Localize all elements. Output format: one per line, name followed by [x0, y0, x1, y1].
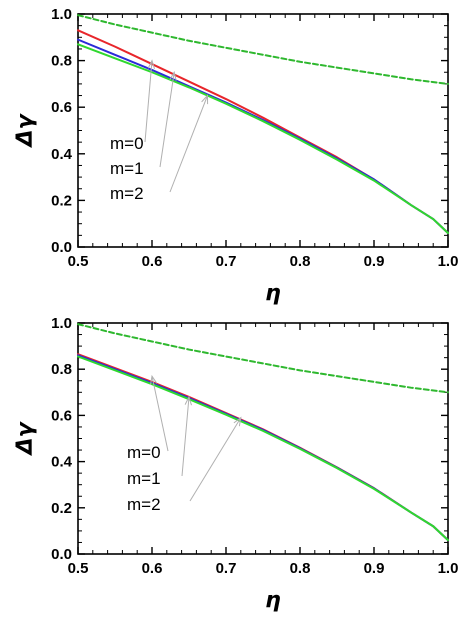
y-tick-label: 1.0: [51, 6, 72, 23]
x-tick-label: 0.9: [364, 560, 385, 577]
x-tick-label: 0.8: [290, 560, 311, 577]
annotation-label: m=1: [110, 159, 144, 178]
y-tick-label: 0.4: [51, 454, 73, 471]
x-axis-label: η: [265, 588, 281, 613]
x-tick-label: 0.8: [290, 253, 311, 270]
annotation-arrow: [189, 417, 242, 502]
y-tick-label: 1.0: [51, 315, 72, 332]
y-tick-label: 0.2: [51, 192, 72, 209]
x-tick-label: 0.7: [216, 253, 237, 270]
y-tick-label: 0.8: [51, 361, 72, 378]
y-axis-label: Δγ: [13, 112, 38, 148]
annotation-arrow: [169, 95, 208, 193]
annotation-label: m=0: [110, 134, 144, 153]
annotation-label: m=2: [110, 184, 144, 203]
y-tick-label: 0.6: [51, 99, 72, 116]
plot-frame: [77, 322, 449, 555]
series-line-dashed: [77, 323, 449, 394]
annotation-arrow: [181, 396, 190, 477]
annotation-label: m=0: [127, 443, 161, 462]
y-tick-label: 0.0: [51, 239, 72, 256]
y-tick-label: 0.0: [51, 546, 72, 563]
y-tick-label: 0.2: [51, 500, 72, 517]
x-tick-label: 1.0: [438, 253, 459, 270]
annotation-arrow: [159, 72, 175, 168]
x-tick-label: 1.0: [438, 560, 459, 577]
y-tick-label: 0.4: [51, 146, 73, 163]
chart-panel-2: 0.5 0.6 0.7 0.8 0.9 1.0 0.0 0.2 0.4 0.6 0.8 1.0 η Δγ m…: [13, 315, 458, 613]
y-axis-label: Δγ: [13, 420, 38, 456]
annotation-arrow: [144, 60, 153, 143]
x-tick-label: 0.5: [68, 560, 89, 577]
chart-panel-1: 0.5 0.6 0.7 0.8 0.9 1.0 0.0 0.2 0.4 0.6 0.8 1.0 η Δγ m…: [13, 6, 458, 306]
y-tick-label: 0.6: [51, 407, 72, 424]
y-tick-label: 0.8: [51, 53, 72, 70]
x-axis-label: η: [265, 281, 281, 306]
annotation-arrowhead: [184, 395, 192, 406]
annotation-label: m=2: [127, 495, 161, 514]
plot-frame: [77, 13, 449, 248]
annotation-label: m=1: [127, 469, 161, 488]
series-line-m2: [77, 355, 449, 542]
x-tick-label: 0.6: [142, 253, 163, 270]
x-tick-label: 0.6: [142, 560, 163, 577]
annotation-arrowhead: [147, 59, 155, 69]
series-line-m2: [77, 43, 449, 235]
x-tick-label: 0.9: [364, 253, 385, 270]
annotation-arrowhead: [150, 374, 158, 385]
annotation-arrowhead: [169, 70, 177, 81]
x-tick-label: 0.7: [216, 560, 237, 577]
annotation-arrowhead: [233, 416, 242, 427]
annotation-arrow: [151, 376, 169, 452]
series-line-dashed: [77, 14, 449, 85]
x-tick-label: 0.5: [68, 253, 89, 270]
annotation-arrowhead: [201, 94, 209, 105]
